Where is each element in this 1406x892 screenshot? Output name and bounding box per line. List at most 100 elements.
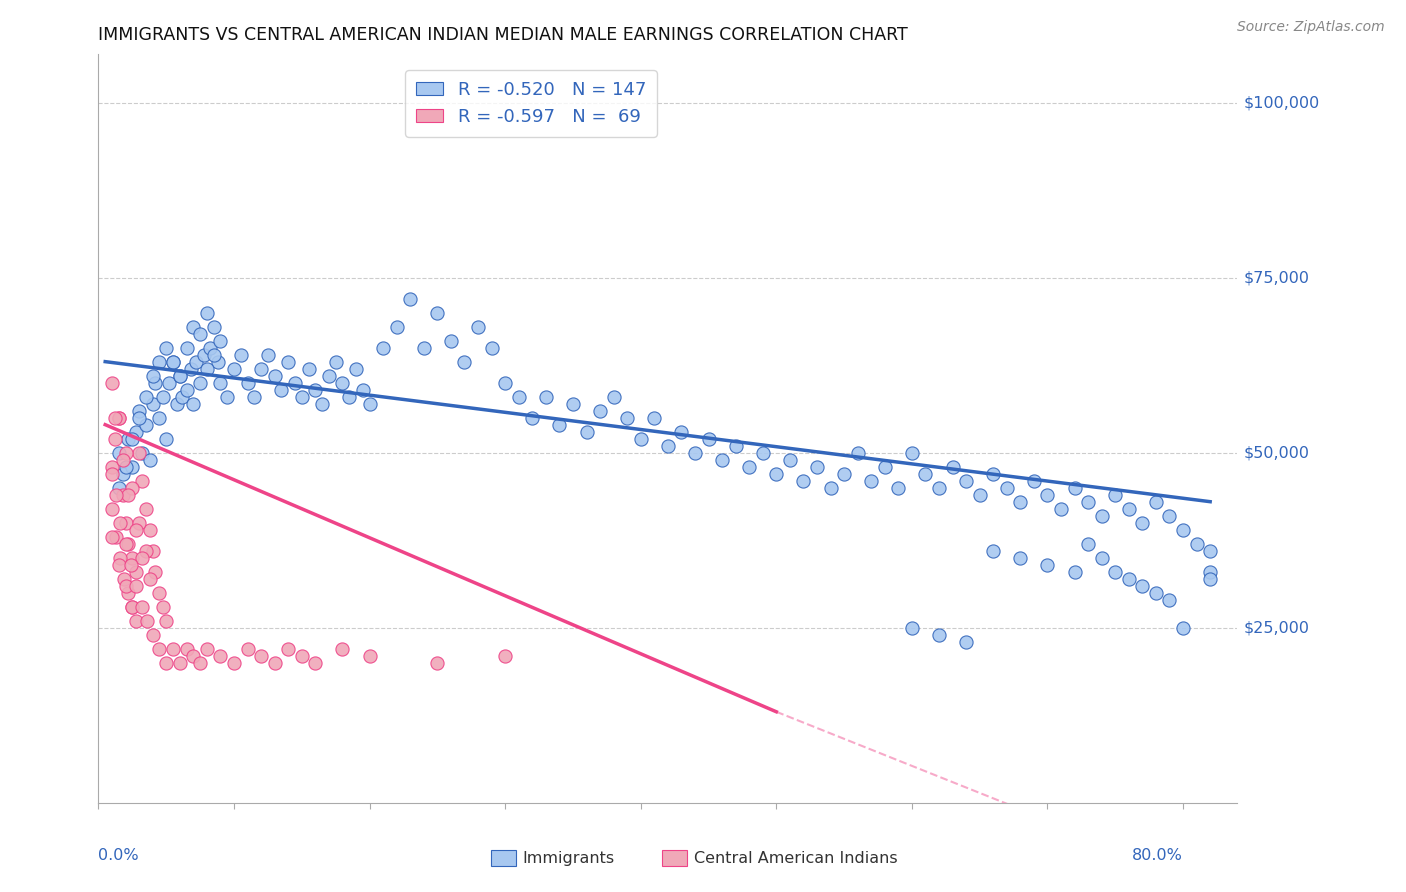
Point xyxy=(1010,494,1032,508)
Point xyxy=(139,572,162,586)
Point xyxy=(195,305,218,319)
Point xyxy=(135,417,157,432)
Point xyxy=(139,523,162,537)
Point xyxy=(131,445,153,459)
Point xyxy=(1132,516,1154,530)
Point xyxy=(125,523,148,537)
Point xyxy=(155,432,177,446)
Point xyxy=(142,543,165,558)
Point xyxy=(112,572,135,586)
Point xyxy=(139,452,162,467)
Point xyxy=(111,488,134,502)
Point xyxy=(860,474,883,488)
Point xyxy=(277,641,299,656)
Point xyxy=(291,390,314,404)
Point xyxy=(145,565,167,579)
Point xyxy=(131,474,153,488)
Point xyxy=(630,432,652,446)
Legend: R = -0.520   N = 147, R = -0.597   N =  69: R = -0.520 N = 147, R = -0.597 N = 69 xyxy=(405,70,657,136)
Point xyxy=(724,439,747,453)
Point xyxy=(399,292,422,306)
Point xyxy=(1104,488,1126,502)
Point xyxy=(135,501,157,516)
Point xyxy=(172,390,194,404)
Point xyxy=(195,361,218,376)
Point xyxy=(914,467,936,481)
Point xyxy=(352,383,374,397)
Point xyxy=(337,390,360,404)
Point xyxy=(101,376,124,390)
Point xyxy=(1144,585,1167,599)
Point xyxy=(117,537,139,551)
Point xyxy=(136,614,159,628)
Point xyxy=(243,390,266,404)
Point xyxy=(711,452,734,467)
Point xyxy=(107,410,129,425)
Point xyxy=(114,516,136,530)
Point xyxy=(148,410,170,425)
Point xyxy=(1199,565,1222,579)
Point xyxy=(142,397,165,411)
Point xyxy=(195,641,218,656)
Point xyxy=(548,417,571,432)
Point xyxy=(494,648,516,663)
Point xyxy=(284,376,307,390)
Point xyxy=(209,376,232,390)
Point xyxy=(270,383,292,397)
Point xyxy=(901,621,924,635)
Point xyxy=(155,614,177,628)
Point xyxy=(188,656,211,670)
Point xyxy=(752,445,775,459)
Point xyxy=(184,354,207,368)
Point xyxy=(128,445,150,459)
Point xyxy=(955,474,977,488)
Point xyxy=(121,459,143,474)
Point xyxy=(104,410,127,425)
Text: 80.0%: 80.0% xyxy=(1132,848,1182,863)
Point xyxy=(209,334,232,348)
Point xyxy=(114,445,136,459)
Point xyxy=(105,488,128,502)
Point xyxy=(104,432,127,446)
Point xyxy=(114,579,136,593)
Point xyxy=(385,319,408,334)
Point xyxy=(236,376,259,390)
Point xyxy=(820,481,842,495)
Point xyxy=(887,481,910,495)
Point xyxy=(901,445,924,459)
Point xyxy=(114,537,136,551)
Point xyxy=(188,376,211,390)
Point xyxy=(108,550,131,565)
Point xyxy=(1199,543,1222,558)
Point xyxy=(217,390,239,404)
Point xyxy=(148,641,170,656)
Point xyxy=(325,354,347,368)
Point xyxy=(522,410,544,425)
Point xyxy=(969,488,991,502)
Point xyxy=(125,579,148,593)
Point xyxy=(297,361,319,376)
Text: $100,000: $100,000 xyxy=(1244,95,1320,110)
Point xyxy=(589,403,612,417)
Point xyxy=(332,641,354,656)
Point xyxy=(128,403,150,417)
Point xyxy=(125,565,148,579)
Point xyxy=(697,432,720,446)
Point xyxy=(107,410,129,425)
Point xyxy=(1159,508,1181,523)
Point xyxy=(1063,481,1085,495)
Point xyxy=(291,648,314,663)
Point xyxy=(202,319,225,334)
Point xyxy=(107,558,129,572)
Point xyxy=(562,397,585,411)
Point xyxy=(846,445,869,459)
Point xyxy=(494,376,516,390)
Point xyxy=(176,341,198,355)
Point xyxy=(166,397,188,411)
Point xyxy=(152,599,174,614)
Point xyxy=(426,305,449,319)
Point xyxy=(183,319,205,334)
Point xyxy=(671,425,693,439)
Point xyxy=(101,501,124,516)
Point xyxy=(1185,537,1208,551)
